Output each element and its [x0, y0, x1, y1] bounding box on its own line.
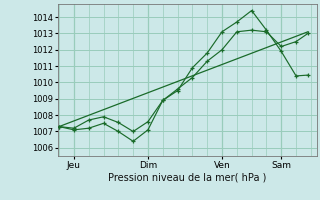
X-axis label: Pression niveau de la mer( hPa ): Pression niveau de la mer( hPa )	[108, 173, 266, 183]
